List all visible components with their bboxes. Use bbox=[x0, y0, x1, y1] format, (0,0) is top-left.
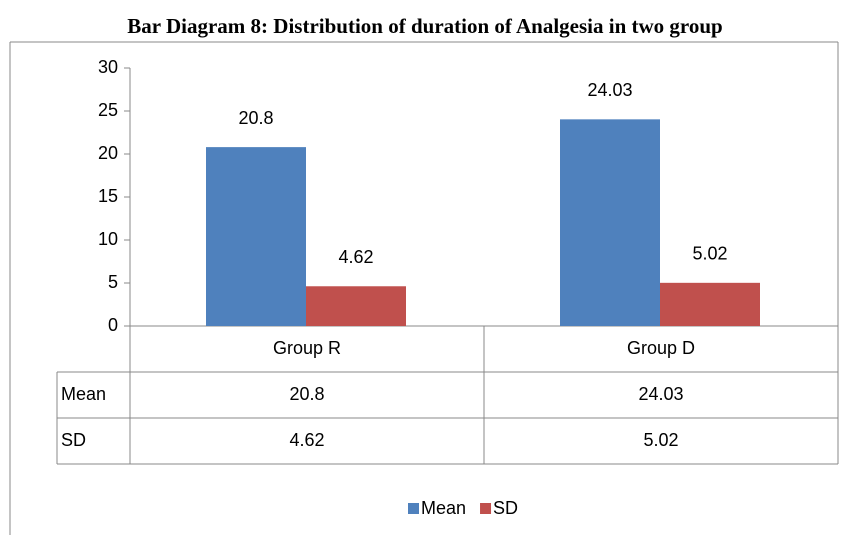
legend-label: Mean bbox=[421, 498, 466, 518]
y-tick-label: 5 bbox=[108, 272, 118, 292]
legend-swatch bbox=[408, 503, 419, 514]
legend-swatch bbox=[480, 503, 492, 514]
x-tick-label: Group D bbox=[627, 338, 695, 358]
table-cell: 5.02 bbox=[643, 430, 678, 450]
y-tick-label: 20 bbox=[98, 143, 118, 163]
bar bbox=[306, 286, 406, 326]
table-cell: 4.62 bbox=[289, 430, 324, 450]
table-cell: 20.8 bbox=[289, 384, 324, 404]
bar bbox=[660, 282, 760, 326]
legend-label: SD bbox=[493, 498, 518, 518]
data-label: 4.62 bbox=[338, 247, 373, 267]
data-label: 20.8 bbox=[238, 108, 273, 128]
y-tick-label: 10 bbox=[98, 229, 118, 249]
bar bbox=[560, 119, 660, 326]
y-tick-label: 25 bbox=[98, 100, 118, 120]
chart-title: Bar Diagram 8: Distribution of duration … bbox=[127, 14, 722, 38]
bar bbox=[206, 147, 306, 326]
table-row-label: Mean bbox=[61, 384, 106, 404]
y-tick-label: 30 bbox=[98, 57, 118, 77]
data-label: 5.02 bbox=[692, 244, 727, 264]
x-tick-label: Group R bbox=[273, 338, 341, 358]
y-tick-label: 15 bbox=[98, 186, 118, 206]
table-row-label: SD bbox=[61, 430, 86, 450]
data-label: 24.03 bbox=[587, 80, 632, 100]
y-tick-label: 0 bbox=[108, 315, 118, 335]
table-cell: 24.03 bbox=[638, 384, 683, 404]
